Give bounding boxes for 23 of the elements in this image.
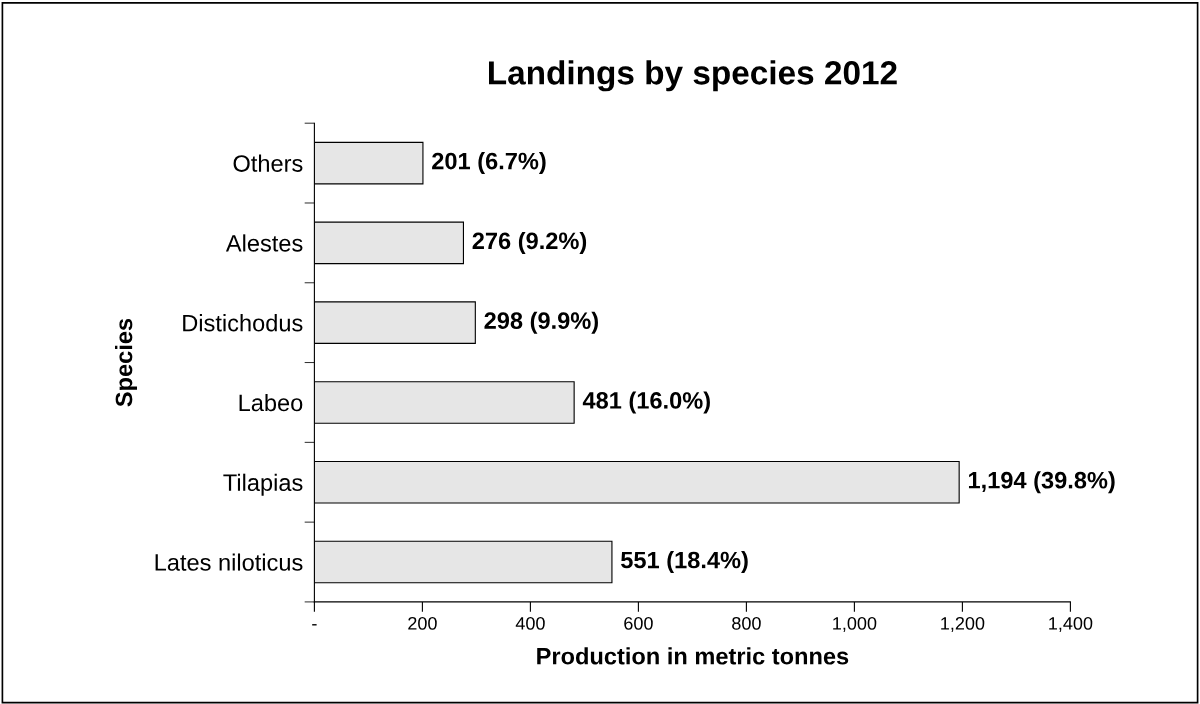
- x-tick-label: 1,200: [941, 616, 985, 632]
- data-label: 276 (9.2%): [472, 231, 587, 254]
- x-tick-label: 600: [624, 616, 653, 630]
- y-tick-label: Labeo: [239, 393, 303, 412]
- data-label: 481 (16.0%): [582, 391, 710, 414]
- y-tick-label: Lates niloticus: [155, 553, 303, 571]
- y-tick-label: Distichodus: [183, 314, 303, 332]
- chart-title: Landings by species 2012: [489, 60, 897, 92]
- x-axis-title: Production in metric tonnes: [537, 647, 849, 665]
- y-tick-label: Others: [233, 154, 303, 172]
- x-tick-label: -: [312, 624, 317, 626]
- x-tick-label: 1,400: [1049, 616, 1093, 632]
- y-tick-label: Alestes: [225, 234, 303, 252]
- data-label: 298 (9.9%): [484, 311, 598, 334]
- data-label: 1,194 (39.8%): [968, 471, 1115, 494]
- x-tick-label: 200: [408, 616, 437, 630]
- data-label: 551 (18.4%): [621, 551, 748, 574]
- y-tick-label: Tilapias: [223, 473, 303, 496]
- x-tick-label: 1,000: [833, 616, 877, 632]
- x-tick-label: 800: [732, 616, 761, 630]
- y-axis-title: Species: [115, 318, 138, 407]
- x-tick-label: 400: [515, 616, 545, 630]
- data-label: 201 (6.7%): [432, 152, 546, 175]
